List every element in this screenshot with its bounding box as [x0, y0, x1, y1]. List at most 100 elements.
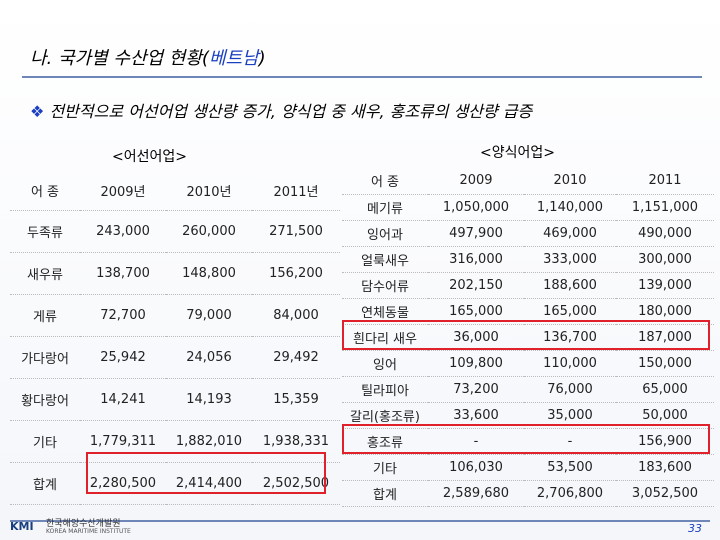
cell: 73,200: [428, 376, 524, 403]
cell: 136,700: [524, 324, 616, 351]
cell: 합계: [342, 480, 428, 507]
highlight-box: [342, 320, 710, 350]
cell: 2011년: [252, 170, 340, 211]
cell: 316,000: [428, 246, 524, 273]
table-row: 기타 106,030 53,500 183,600: [342, 454, 714, 481]
cell: 1,151,000: [616, 194, 714, 221]
table-row: 홍조류 - -156,900: [342, 428, 714, 455]
cell: 2010: [524, 166, 616, 195]
cell: 79,000: [166, 294, 252, 337]
cell: 497,900: [428, 220, 524, 247]
cell: 1,938,331: [252, 420, 340, 463]
cell: 150,000: [616, 350, 714, 377]
cell: 469,000: [524, 220, 616, 247]
footer-rule: [10, 520, 710, 522]
title: 나. 국가별 수산업 현황(베트남): [30, 44, 266, 70]
highlight-box: [86, 452, 326, 494]
cell: 1,779,311: [80, 420, 166, 463]
right-table: 어 종 2009 2010 2011 메기류 1,050,000 1,140,000 1,15…: [342, 166, 714, 507]
table-row: 얼룩새우 316,000 333,000 300,000: [342, 246, 714, 273]
header-row: 어 종 2009 2010 2011: [342, 166, 714, 195]
cell: 황다랑어: [10, 378, 80, 421]
cell: 담수어류: [342, 272, 428, 299]
cell: 틸라피아: [342, 376, 428, 403]
cell: 2010년: [166, 170, 252, 211]
page-number: 33: [688, 522, 702, 535]
cell: 202,150: [428, 272, 524, 299]
cell: 53,500: [524, 454, 616, 481]
cell: 새우류: [10, 252, 80, 295]
cell: 271,500: [252, 210, 340, 253]
title-rule: [22, 76, 702, 78]
cell: -: [428, 428, 524, 455]
cell: 36,000: [428, 324, 524, 351]
left-label: <어선어업>: [112, 149, 187, 165]
cell: 138,700: [80, 252, 166, 295]
cell: 기타: [10, 420, 80, 463]
cell: 2,280,500: [80, 462, 166, 505]
bullet: ❖: [30, 102, 50, 121]
title-text: 나. 국가별 수산업 현황(: [30, 48, 209, 69]
cell: 188,600: [524, 272, 616, 299]
cell: 183,600: [616, 454, 714, 481]
cell: 3,052,500: [616, 480, 714, 507]
left-table: 어 종 2009년 2010년 2011년 두족류 243,000 260,000 271,5…: [10, 170, 340, 505]
cell: 14,241: [80, 378, 166, 421]
cell: 65,000: [616, 376, 714, 403]
cell: 어 종: [342, 166, 428, 195]
cell: 2011: [616, 166, 714, 195]
cell: 187,000: [616, 324, 714, 351]
cell: 243,000: [80, 210, 166, 253]
cell: 잉어: [342, 350, 428, 377]
table-row: 잉어과 497,900 469,000 490,000: [342, 220, 714, 247]
cell: 1,882,010: [166, 420, 252, 463]
table-row: 흰다리 새우 36,000 136,700 187,000: [342, 324, 714, 351]
table-row: 두족류 243,000 260,000 271,500: [10, 210, 340, 253]
table-row: 가다랑어 25,942 24,056 29,492: [10, 336, 340, 379]
cell: 260,000: [166, 210, 252, 253]
cell: 2,706,800: [524, 480, 616, 507]
cell: 25,942: [80, 336, 166, 379]
title-text: ): [258, 48, 266, 69]
cell: 얼룩새우: [342, 246, 428, 273]
table-row: 합계 2,280,500 2,414,400 2,502,500: [10, 462, 340, 505]
cell: 109,800: [428, 350, 524, 377]
title-country: 베트남: [208, 48, 259, 69]
cell: 148,800: [166, 252, 252, 295]
org-name-en: KOREA MARITIME INSTITUTE: [46, 528, 131, 535]
cell: 합계: [10, 462, 80, 505]
cell: 14,193: [166, 378, 252, 421]
table-row: 새우류 138,700 148,800 156,200: [10, 252, 340, 295]
cell: 300,000: [616, 246, 714, 273]
cell: 가다랑어: [10, 336, 80, 379]
org-name: 한국해양수산개발원: [46, 519, 121, 529]
cell: 두족류: [10, 210, 80, 253]
cell: 24,056: [166, 336, 252, 379]
table-row: 잉어 109,800 110,000 150,000: [342, 350, 714, 377]
cell: 29,492: [252, 336, 340, 379]
cell: 홍조류: [342, 428, 428, 455]
cell: 2,414,400: [166, 462, 252, 505]
cell: 2,589,680: [428, 480, 524, 507]
cell: 2009년: [80, 170, 166, 211]
table-row: 게류 72,700 79,000 84,000: [10, 294, 340, 337]
cell: 76,000: [524, 376, 616, 403]
cell: 333,000: [524, 246, 616, 273]
cell: 490,000: [616, 220, 714, 247]
cell: 게류: [10, 294, 80, 337]
cell: 2009: [428, 166, 524, 195]
logo: KMI: [10, 520, 34, 533]
highlight-box: [342, 424, 710, 454]
cell: 어 종: [10, 170, 80, 211]
cell: 156,200: [252, 252, 340, 295]
cell: 1,050,000: [428, 194, 524, 221]
cell: 15,359: [252, 378, 340, 421]
right-label: <양식어업>: [480, 145, 555, 161]
cell: -: [524, 428, 616, 455]
table-row: 틸라피아 73,200 76,000 65,000: [342, 376, 714, 403]
subtitle-text: 전반적으로 어선어업 생산량 증가, 양식업 중 새우, 홍조류의 생산량 급증: [49, 102, 533, 121]
table-row: 담수어류 202,150 188,600 139,000: [342, 272, 714, 299]
cell: 72,700: [80, 294, 166, 337]
table-row: 기타 1,779,311 1,882,010 1,938,331: [10, 420, 340, 463]
